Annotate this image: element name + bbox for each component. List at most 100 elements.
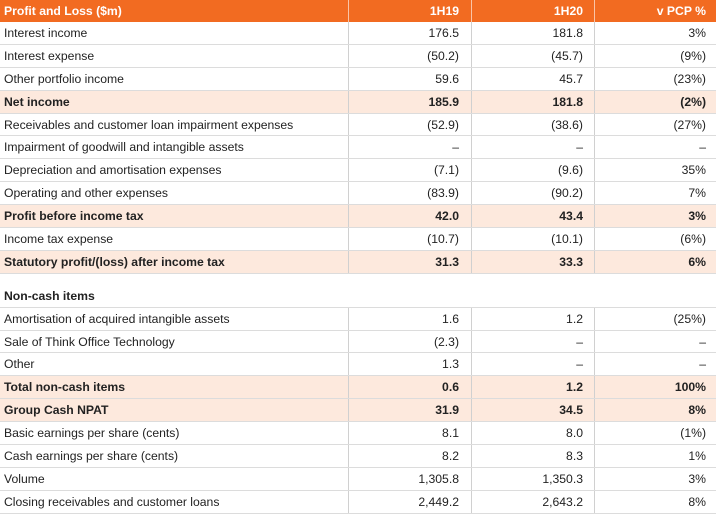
table-row: Amortisation of acquired intangible asse… <box>0 307 716 331</box>
table-row: Interest income 176.5 181.8 3% <box>0 22 716 45</box>
row-label: Volume <box>4 471 45 486</box>
table-row: Interest expense (50.2) (45.7) (9%) <box>0 44 716 68</box>
row-label: Net income <box>4 94 70 109</box>
value-pcp: 8% <box>688 494 706 509</box>
row-label: Other portfolio income <box>4 71 124 86</box>
section-title: Non-cash items <box>4 288 95 303</box>
row-label: Interest income <box>4 25 88 40</box>
value-1h19: (52.9) <box>427 117 459 132</box>
value-1h20: (38.6) <box>551 117 583 132</box>
header-pcp: v PCP % <box>656 4 706 18</box>
value-1h20: – <box>576 140 583 155</box>
value-1h19: 0.6 <box>442 380 459 395</box>
row-label: Operating and other expenses <box>4 186 168 201</box>
table-row: Net income 185.9 181.8 (2%) <box>0 90 716 114</box>
header-1h19: 1H19 <box>429 4 459 18</box>
value-1h20: (90.2) <box>551 186 583 201</box>
value-1h20: 8.3 <box>566 448 583 463</box>
value-1h19: (7.1) <box>433 163 459 178</box>
row-label: Other <box>4 357 35 372</box>
value-pcp: 6% <box>688 254 706 269</box>
value-1h20: 181.8 <box>552 94 584 109</box>
table-row: Income tax expense (10.7) (10.1) (6%) <box>0 228 716 251</box>
row-label: Interest expense <box>4 48 95 63</box>
section-non-cash: Amortisation of acquired intangible asse… <box>0 307 716 514</box>
row-label: Amortisation of acquired intangible asse… <box>4 311 230 326</box>
value-1h19: 1.3 <box>442 357 459 372</box>
value-1h19: 176.5 <box>428 25 460 40</box>
table-row: Other portfolio income 59.6 45.7 (23%) <box>0 67 716 91</box>
row-label: Group Cash NPAT <box>4 403 109 418</box>
value-pcp: (6%) <box>680 231 706 246</box>
header-label: Profit and Loss ($m) <box>4 4 122 18</box>
row-label: Receivables and customer loan impairment… <box>4 117 294 132</box>
value-1h19: 31.3 <box>435 254 459 269</box>
row-label: Cash earnings per share (cents) <box>4 448 179 463</box>
value-1h19: 1,305.8 <box>418 471 459 486</box>
value-1h19: (50.2) <box>427 48 459 63</box>
value-1h20: 34.5 <box>559 403 583 418</box>
value-1h19: 31.9 <box>435 403 459 418</box>
value-pcp: 35% <box>681 163 706 178</box>
value-1h20: – <box>576 334 583 349</box>
value-1h19: (2.3) <box>433 334 459 349</box>
header-1h20: 1H20 <box>553 4 583 18</box>
value-1h20: (45.7) <box>551 48 583 63</box>
value-1h19: 8.1 <box>442 426 459 441</box>
table-row: Volume 1,305.8 1,350.3 3% <box>0 467 716 491</box>
table-row: Total non-cash items 0.6 1.2 100% <box>0 376 716 400</box>
value-1h19: 185.9 <box>428 94 460 109</box>
value-pcp: (25%) <box>673 311 706 326</box>
table-row: Group Cash NPAT 31.9 34.5 8% <box>0 399 716 423</box>
value-pcp: (2%) <box>680 94 706 109</box>
row-label: Basic earnings per share (cents) <box>4 426 180 441</box>
row-label: Impairment of goodwill and intangible as… <box>4 140 244 155</box>
table-header: Profit and Loss ($m) 1H19 1H20 v PCP % <box>0 0 716 22</box>
value-1h19: 42.0 <box>435 209 459 224</box>
value-pcp: 7% <box>688 186 706 201</box>
value-1h19: 8.2 <box>442 448 459 463</box>
value-1h20: 33.3 <box>559 254 583 269</box>
table-row: Profit before income tax 42.0 43.4 3% <box>0 205 716 229</box>
value-pcp: (23%) <box>673 71 706 86</box>
value-pcp: 100% <box>674 380 706 395</box>
value-pcp: 3% <box>688 471 706 486</box>
value-pcp: – <box>699 357 706 372</box>
value-1h20: 181.8 <box>552 25 584 40</box>
value-1h20: 8.0 <box>566 426 583 441</box>
value-pcp: – <box>699 140 706 155</box>
table-row: Statutory profit/(loss) after income tax… <box>0 250 716 274</box>
table-row: Receivables and customer loan impairment… <box>0 113 716 137</box>
section-gap <box>0 274 716 285</box>
row-label: Depreciation and amortisation expenses <box>4 163 222 178</box>
value-1h19: 1.6 <box>442 311 459 326</box>
value-1h20: (9.6) <box>557 163 583 178</box>
value-pcp: (1%) <box>680 426 706 441</box>
table-row: Sale of Think Office Technology (2.3) – – <box>0 330 716 354</box>
value-pcp: (27%) <box>673 117 706 132</box>
row-label: Income tax expense <box>4 231 114 246</box>
row-label: Profit before income tax <box>4 209 144 224</box>
value-1h19: (83.9) <box>427 186 459 201</box>
table-row: Basic earnings per share (cents) 8.1 8.0 (1… <box>0 422 716 446</box>
value-pcp: 1% <box>688 448 706 463</box>
table-row: Closing receivables and customer loans 2,… <box>0 490 716 514</box>
row-label: Total non-cash items <box>4 380 125 395</box>
table-row: Depreciation and amortisation expenses (7… <box>0 159 716 183</box>
table-row: Other 1.3 – – <box>0 353 716 377</box>
value-1h20: 43.4 <box>559 209 583 224</box>
section-profit-loss: Interest income 176.5 181.8 3% Interest expe… <box>0 22 716 274</box>
value-1h19: – <box>452 140 459 155</box>
value-pcp: (9%) <box>680 48 706 63</box>
value-1h20: – <box>576 357 583 372</box>
value-1h19: 2,449.2 <box>418 494 459 509</box>
value-pcp: 3% <box>688 209 706 224</box>
value-1h20: (10.1) <box>551 231 583 246</box>
row-label: Sale of Think Office Technology <box>4 334 175 349</box>
value-1h20: 45.7 <box>559 71 583 86</box>
table-row: Operating and other expenses (83.9) (90.2)… <box>0 182 716 206</box>
row-label: Statutory profit/(loss) after income tax <box>4 254 225 269</box>
value-1h19: (10.7) <box>427 231 459 246</box>
value-1h20: 1.2 <box>566 311 583 326</box>
